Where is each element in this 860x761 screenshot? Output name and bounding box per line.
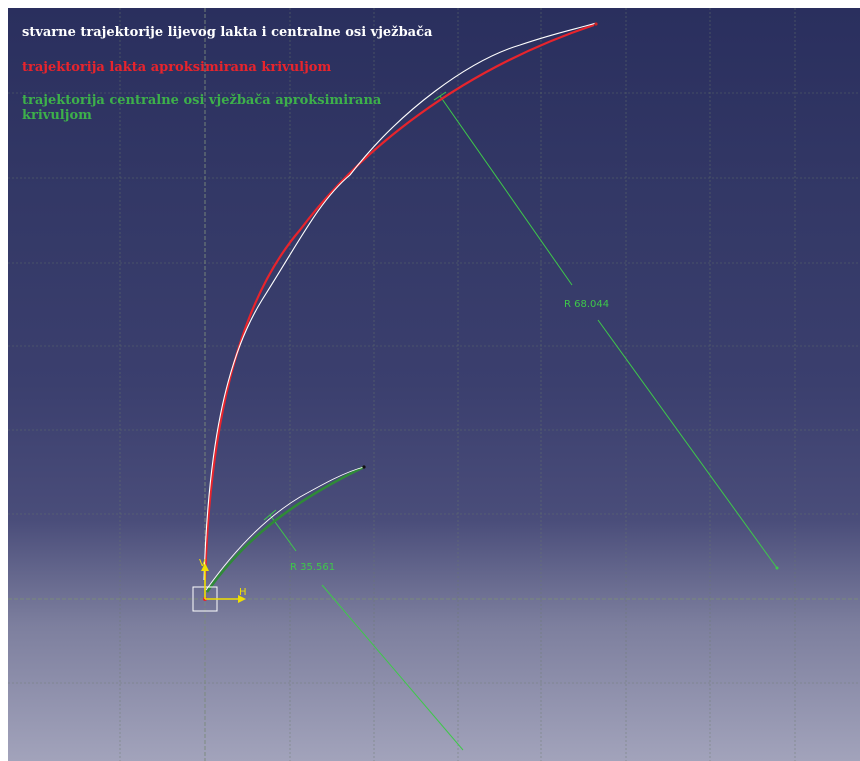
v-axis-arrow bbox=[201, 563, 209, 599]
elbow-fitted-curve[interactable] bbox=[203, 23, 595, 581]
axis-endpoint bbox=[362, 465, 366, 469]
large-radius-label[interactable]: R 68.044 bbox=[564, 299, 609, 310]
h-axis-label: H bbox=[239, 587, 247, 598]
h-axis-arrow bbox=[205, 595, 246, 603]
elbow-endpoint bbox=[594, 22, 598, 26]
legend-elbow-curve: trajektorija lakta aproksimirana krivulj… bbox=[22, 60, 332, 75]
large-radius-dimension bbox=[433, 91, 778, 569]
axis-fitted-curve[interactable] bbox=[205, 465, 365, 593]
sketch-canvas[interactable]: R 68.044 R 35.561 H V bbox=[8, 8, 860, 761]
sketch-viewport[interactable]: R 68.044 R 35.561 H V bbox=[8, 8, 860, 761]
v-axis-label: V bbox=[199, 558, 206, 569]
main-axes bbox=[8, 8, 860, 761]
large-radius-center bbox=[775, 566, 779, 570]
small-radius-label[interactable]: R 35.561 bbox=[290, 562, 335, 573]
grid bbox=[8, 8, 860, 761]
elbow-actual-trajectory[interactable] bbox=[203, 22, 597, 581]
axis-actual-trajectory[interactable] bbox=[205, 466, 365, 591]
small-radius-dimension bbox=[263, 509, 464, 751]
legend-actual-trajectories: stvarne trajektorije lijevog lakta i cen… bbox=[22, 25, 433, 40]
legend-axis-curve: trajektorija centralne osi vježbača apro… bbox=[22, 93, 382, 123]
